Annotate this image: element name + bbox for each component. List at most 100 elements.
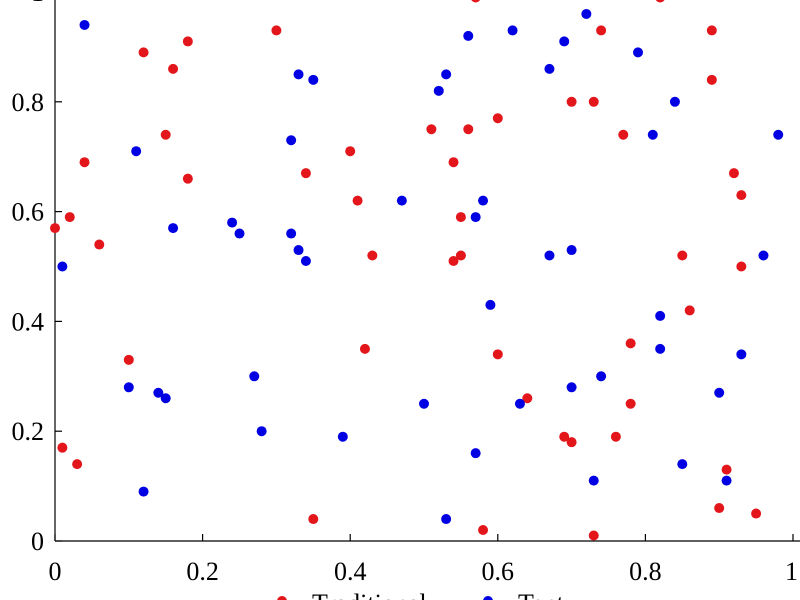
data-point [492,113,503,124]
data-point [492,349,503,360]
data-point [123,354,134,365]
data-point [677,459,688,470]
data-point [706,74,717,85]
data-point [138,486,149,497]
data-point [441,514,452,525]
data-point [485,299,496,310]
data-point [455,212,466,223]
data-point [522,393,533,404]
data-point [610,431,621,442]
x-tick-label: 1 [785,557,798,586]
data-point [72,459,83,470]
data-point [94,239,105,250]
x-tick-label: 0.4 [334,557,367,586]
data-point [714,503,725,514]
data-point [655,310,666,321]
x-tick-label: 0.8 [629,557,662,586]
data-point [426,124,437,135]
data-point [721,464,732,475]
y-tick-label: 0.2 [12,417,45,446]
series-traditional [50,0,762,541]
data-point [566,382,577,393]
data-point [308,514,319,525]
data-point [50,223,60,234]
data-point [566,96,577,107]
data-point [736,261,747,272]
legend-marker [483,596,493,600]
data-point [588,96,599,107]
data-point [714,387,725,398]
data-point [286,228,297,239]
y-tick-label: 0 [31,527,44,556]
data-point [736,349,747,360]
data-point [655,0,665,3]
data-point [633,47,644,58]
data-point [470,212,481,223]
data-point [419,398,429,409]
y-tick-label: 0.6 [12,198,45,227]
legend-marker [277,596,287,600]
data-point [758,250,769,261]
data-point [182,36,193,47]
data-point [168,63,179,74]
data-point [79,19,90,30]
data-point [308,74,319,85]
data-point [441,69,452,80]
data-point [581,8,592,19]
y-tick-label: 0.8 [12,88,45,117]
data-point [367,250,378,261]
y-tick-label: 0.4 [12,307,45,336]
data-point [588,530,599,541]
axes [54,0,800,542]
data-point [64,212,75,223]
data-point [596,25,607,36]
data-point [256,426,267,437]
data-point [721,475,732,486]
data-point [684,305,695,316]
data-point [227,217,238,228]
data-point [345,146,356,157]
data-point [514,398,525,409]
data-point [123,382,134,393]
x-axis-ticks: 0 0.2 0.4 0.6 0.8 1 [49,534,798,586]
data-point [249,371,260,382]
data-point [352,195,363,206]
data-point [655,343,666,354]
data-point [773,129,784,140]
data-point [168,223,179,234]
data-point [478,195,489,206]
data-point [234,228,245,239]
data-point [300,256,311,267]
data-point [359,343,370,354]
data-point [559,36,570,47]
data-point [286,135,297,146]
data-point [271,25,282,36]
data-point [337,431,348,442]
data-point [478,525,489,536]
data-point [544,63,555,74]
data-point [728,168,739,179]
data-point [471,0,480,3]
data-point [57,261,68,272]
data-point [138,47,149,58]
data-point [647,129,658,140]
x-tick-label: 0.6 [482,557,515,586]
data-point [79,157,90,168]
data-point [618,129,629,140]
data-point [625,398,636,409]
data-points [50,0,784,541]
data-point [455,250,466,261]
data-point [566,437,577,448]
data-point [300,168,311,179]
legend: Traditional Tent [277,589,565,600]
data-point [463,30,474,41]
data-point [293,69,304,80]
data-point [559,431,570,442]
data-point [751,508,762,519]
data-point [736,190,747,201]
data-point [448,256,459,267]
data-point [507,25,518,36]
data-point [677,250,688,261]
data-point [625,338,636,349]
